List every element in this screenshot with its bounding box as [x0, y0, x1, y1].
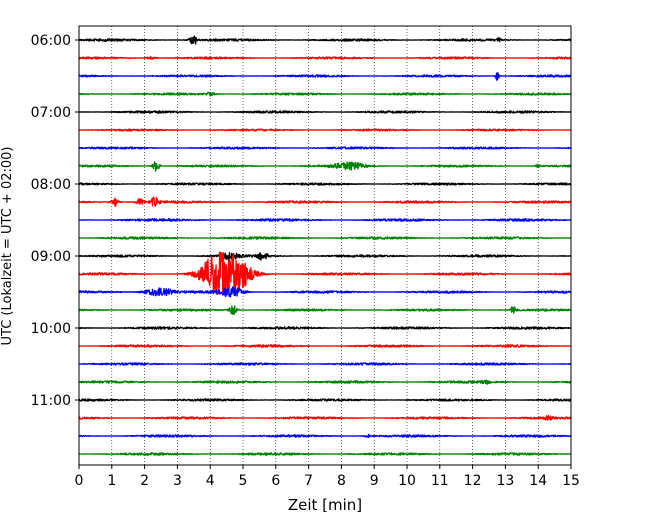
trace-0800 — [78, 182, 572, 186]
x-tick-label: 0 — [75, 473, 84, 489]
plot-frame — [78, 25, 572, 466]
x-tick-label: 11 — [431, 473, 449, 489]
trace-0930 — [78, 286, 572, 298]
y-tick-label: 10:00 — [31, 321, 71, 337]
trace-0915 — [78, 251, 572, 296]
trace-1115 — [78, 414, 572, 421]
y-tick-label: 07:00 — [31, 105, 71, 121]
traces — [78, 35, 572, 456]
x-tick-label: 6 — [271, 473, 280, 489]
x-tick-label: 4 — [206, 473, 215, 489]
trace-0730 — [78, 146, 572, 150]
x-tick-label: 15 — [562, 473, 580, 489]
trace-0715 — [78, 128, 572, 132]
x-grid — [111, 26, 539, 465]
x-tick-label: 5 — [239, 473, 248, 489]
x-tick-label: 8 — [337, 473, 346, 489]
trace-1000 — [78, 326, 572, 330]
trace-1100 — [78, 398, 572, 402]
trace-0945 — [78, 305, 572, 316]
y-axis: 06:00 07:00 08:00 09:00 10:00 11:00 — [31, 33, 79, 409]
trace-1015 — [78, 344, 572, 348]
x-tick-label: 10 — [398, 473, 416, 489]
y-tick-label: 09:00 — [31, 249, 71, 265]
trace-1030 — [78, 362, 572, 366]
trace-0615 — [78, 55, 572, 60]
y-tick-label: 11:00 — [31, 393, 71, 409]
trace-0600 — [78, 35, 572, 45]
trace-0845 — [78, 236, 572, 240]
x-tick-label: 9 — [370, 473, 379, 489]
x-tick-label: 1 — [107, 473, 116, 489]
y-tick-label: 08:00 — [31, 177, 71, 193]
trace-0700 — [78, 110, 572, 114]
trace-0645 — [78, 91, 572, 97]
x-tick-label: 14 — [529, 473, 547, 489]
x-tick-label: 3 — [173, 473, 182, 489]
x-axis-title: Zeit [min] — [288, 496, 362, 514]
trace-0815 — [78, 196, 572, 208]
trace-0630 — [78, 71, 572, 82]
x-axis: 0 1 2 3 4 5 6 7 8 9 10 11 12 13 14 15 — [75, 465, 580, 489]
trace-1045 — [78, 379, 572, 385]
x-tick-label: 12 — [464, 473, 482, 489]
trace-1145 — [78, 452, 572, 456]
x-tick-label: 2 — [140, 473, 149, 489]
x-tick-label: 7 — [304, 473, 313, 489]
trace-0900 — [78, 251, 572, 261]
trace-0745 — [78, 161, 572, 172]
trace-0830 — [78, 218, 572, 222]
y-axis-title: UTC (Lokalzeit = UTC + 02:00) — [0, 147, 15, 346]
trace-1130 — [78, 433, 572, 439]
x-tick-label: 13 — [496, 473, 514, 489]
y-tick-label: 06:00 — [31, 33, 71, 49]
